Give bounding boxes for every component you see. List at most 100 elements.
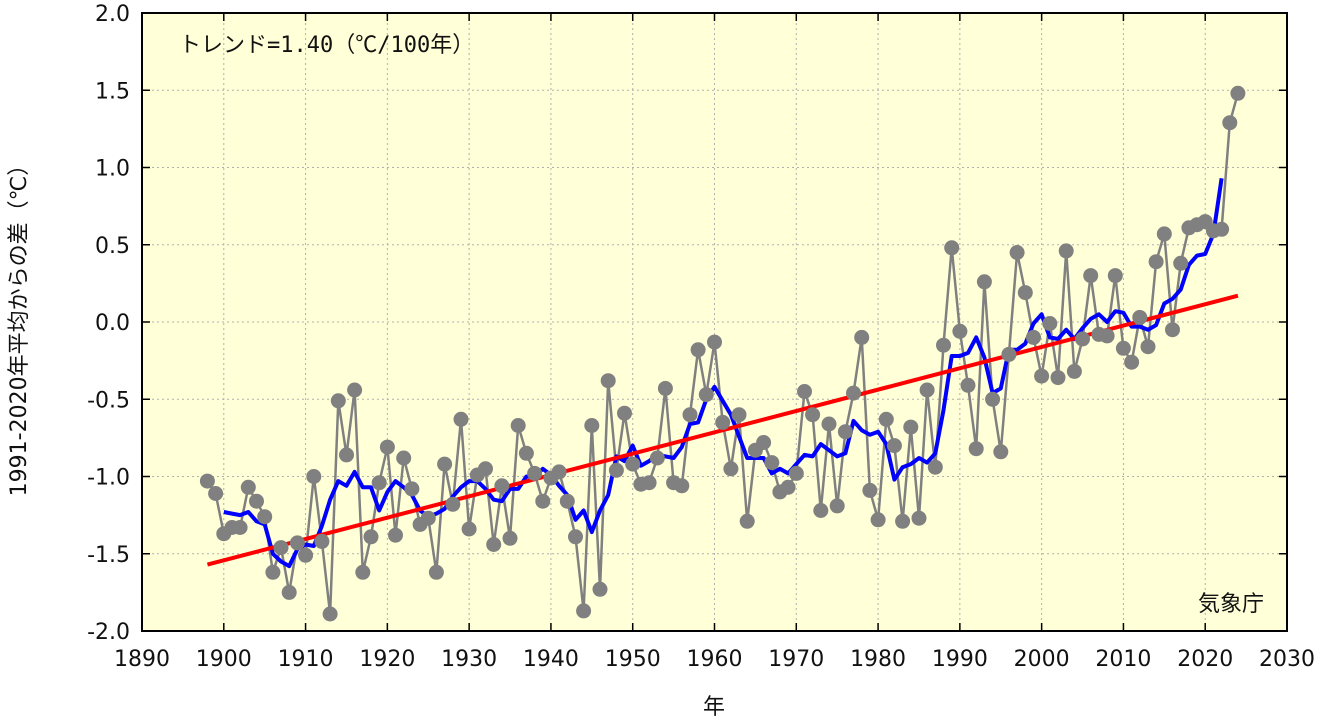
annual-data-point [208, 486, 224, 501]
trend-annotation: トレンド=1.40（℃/100年） [179, 33, 474, 58]
annual-data-point [1124, 354, 1140, 370]
annual-data-point [707, 334, 722, 350]
y-tick-label: 2.0 [95, 2, 130, 27]
annual-data-point [617, 405, 632, 421]
x-tick-label: 2010 [1095, 647, 1151, 672]
annual-data-point [682, 407, 698, 423]
annual-data-point [240, 479, 256, 495]
annual-data-point [960, 377, 976, 393]
annual-data-point [527, 465, 543, 481]
annual-data-point [641, 475, 657, 491]
annual-data-point [1066, 363, 1082, 379]
annual-data-point [985, 391, 1001, 407]
x-tick-label: 1890 [114, 647, 170, 672]
annual-data-point [1058, 243, 1074, 259]
annual-data-point [944, 240, 960, 256]
x-tick-label: 2030 [1259, 647, 1315, 672]
annual-data-point [510, 418, 526, 433]
annual-data-point [1140, 339, 1156, 355]
annual-data-point [976, 274, 992, 290]
annual-data-point [1017, 285, 1033, 301]
annual-data-point [723, 461, 739, 477]
annual-data-point [1132, 309, 1148, 325]
annual-data-point [453, 411, 469, 427]
annual-data-point [821, 416, 837, 432]
annual-data-point [249, 493, 264, 509]
x-axis-title: 年 [703, 695, 725, 720]
annual-data-point [993, 444, 1009, 460]
annual-data-point [1173, 255, 1189, 271]
x-tick-label: 1950 [605, 647, 661, 672]
y-axis-title: 1991-2020年平均からの差（℃） [7, 154, 32, 497]
annual-data-point [306, 469, 322, 484]
annual-data-point [322, 606, 338, 622]
annual-data-point [437, 456, 453, 472]
annual-data-point [1050, 370, 1066, 386]
annual-data-point [1075, 331, 1090, 347]
annual-data-point [330, 393, 346, 409]
annual-data-point [813, 503, 829, 518]
y-tick-label: 0.5 [95, 234, 130, 259]
y-tick-label: 1.0 [95, 157, 130, 182]
credit-label: 気象庁 [1198, 592, 1264, 617]
annual-data-point [518, 445, 534, 461]
series-layer [199, 85, 1246, 622]
annual-data-point [715, 414, 731, 430]
annual-data-point [698, 387, 714, 403]
annual-data-point [339, 447, 354, 463]
x-tick-label: 1980 [850, 647, 906, 672]
trend-line [206, 293, 1239, 567]
annual-data-point [314, 533, 330, 549]
y-tick-label: 0.0 [95, 311, 130, 336]
y-tick-label: -1.0 [87, 466, 130, 491]
annual-data-point [911, 510, 927, 526]
annual-data-point [592, 581, 608, 597]
annual-data-point [355, 564, 371, 580]
annual-data-point [298, 547, 314, 563]
annual-data-point [559, 493, 575, 509]
annual-data-point [878, 411, 894, 427]
annual-data-point [1099, 328, 1115, 344]
y-tick-label: -1.5 [87, 543, 130, 568]
annual-data-point [657, 380, 673, 396]
annual-data-point [494, 478, 510, 494]
annual-data-point [1034, 368, 1050, 384]
x-axis-ticks: 1890 1900 1910 1920 1930 1940 1950 1960 1970 1980… [114, 13, 1315, 672]
annual-data-point [1148, 254, 1164, 270]
annual-data-point [1042, 316, 1058, 331]
annual-data-point [837, 424, 853, 440]
annual-data-point [428, 564, 444, 580]
annual-data-point [371, 475, 387, 491]
annual-data-point [363, 529, 379, 545]
annual-data-point [919, 382, 935, 398]
annual-data-point [265, 564, 281, 580]
x-tick-label: 1900 [196, 647, 252, 672]
annual-data-point [739, 513, 755, 529]
annual-data-point [1107, 268, 1123, 284]
annual-data-point [461, 521, 477, 537]
annual-data-point [968, 441, 984, 457]
annual-data-point [1009, 245, 1025, 260]
x-tick-label: 1920 [359, 647, 415, 672]
annual-data-point [870, 512, 886, 528]
annual-data-point [404, 481, 420, 497]
annual-data-point [379, 439, 395, 455]
annual-data-point [232, 520, 248, 535]
annual-data-point [199, 473, 215, 489]
annual-data-point [895, 513, 911, 529]
annual-data-point [731, 407, 747, 423]
annual-data-point [829, 498, 845, 514]
annual-data-point [1214, 221, 1230, 237]
annual-data-point [927, 459, 943, 475]
annual-data-point [502, 530, 518, 546]
y-axis-ticks: 2.0 1.5 1.0 0.5 0.0 -0.5 -1.0 -1.5 -2.0 [87, 2, 1287, 645]
annual-data-point [886, 438, 902, 454]
annual-data-point [347, 382, 363, 398]
x-tick-label: 1990 [932, 647, 988, 672]
x-tick-label: 1970 [768, 647, 824, 672]
annual-data-point [854, 329, 870, 345]
annual-data-point [551, 464, 567, 480]
annual-data-point [1165, 322, 1180, 338]
annual-data-point [281, 584, 297, 600]
